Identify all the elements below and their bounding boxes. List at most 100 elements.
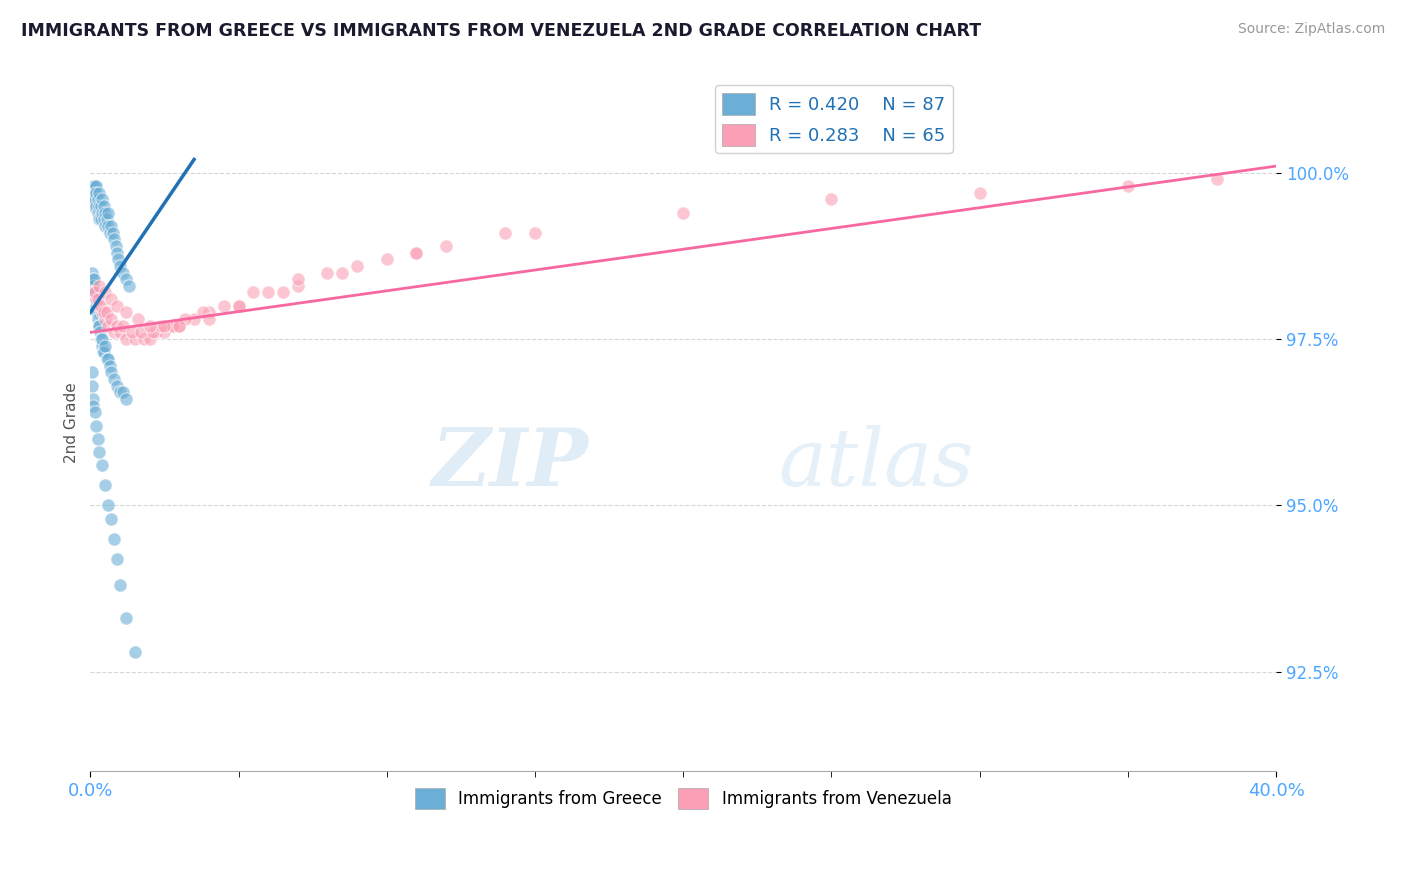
Point bbox=[145, 326, 167, 340]
Point bbox=[89, 318, 111, 333]
Point bbox=[89, 326, 111, 340]
Point bbox=[89, 299, 111, 313]
Point bbox=[198, 312, 221, 326]
Point bbox=[96, 351, 118, 366]
Point bbox=[118, 278, 141, 293]
Point bbox=[90, 212, 112, 227]
Point bbox=[97, 318, 120, 333]
Point bbox=[91, 332, 114, 346]
Point bbox=[98, 359, 121, 373]
Point bbox=[115, 272, 138, 286]
Point bbox=[84, 292, 107, 306]
Text: atlas: atlas bbox=[778, 425, 973, 503]
Point bbox=[82, 272, 104, 286]
Point bbox=[83, 285, 105, 300]
Point bbox=[83, 192, 105, 206]
Point bbox=[91, 205, 114, 219]
Point bbox=[97, 499, 120, 513]
Point bbox=[83, 186, 105, 200]
Point bbox=[93, 345, 115, 359]
Point bbox=[90, 299, 112, 313]
Point bbox=[82, 285, 104, 300]
Point bbox=[89, 199, 111, 213]
Point bbox=[150, 318, 173, 333]
Point bbox=[82, 392, 104, 406]
Point bbox=[84, 199, 107, 213]
Point bbox=[89, 212, 111, 227]
Point bbox=[183, 312, 205, 326]
Point bbox=[103, 532, 125, 546]
Point bbox=[107, 252, 129, 267]
Point bbox=[174, 312, 197, 326]
Point bbox=[100, 365, 122, 379]
Point bbox=[524, 226, 547, 240]
Point bbox=[103, 372, 125, 386]
Point bbox=[115, 611, 138, 625]
Point bbox=[330, 266, 353, 280]
Point bbox=[103, 232, 125, 246]
Legend: Immigrants from Greece, Immigrants from Venezuela: Immigrants from Greece, Immigrants from … bbox=[408, 781, 959, 815]
Point bbox=[87, 312, 110, 326]
Point bbox=[100, 312, 122, 326]
Point bbox=[153, 326, 176, 340]
Point bbox=[83, 272, 105, 286]
Point bbox=[83, 179, 105, 194]
Point bbox=[87, 318, 110, 333]
Point bbox=[103, 326, 125, 340]
Point bbox=[80, 179, 103, 194]
Point bbox=[91, 345, 114, 359]
Point bbox=[82, 179, 104, 194]
Point bbox=[121, 326, 143, 340]
Point bbox=[100, 292, 122, 306]
Point bbox=[115, 332, 138, 346]
Point bbox=[105, 378, 128, 392]
Point bbox=[1205, 172, 1227, 186]
Point bbox=[82, 399, 104, 413]
Text: IMMIGRANTS FROM GREECE VS IMMIGRANTS FROM VENEZUELA 2ND GRADE CORRELATION CHART: IMMIGRANTS FROM GREECE VS IMMIGRANTS FRO… bbox=[21, 22, 981, 40]
Point bbox=[104, 239, 127, 253]
Point bbox=[89, 445, 111, 459]
Point bbox=[228, 299, 250, 313]
Point bbox=[111, 318, 134, 333]
Point bbox=[98, 226, 121, 240]
Point bbox=[124, 645, 146, 659]
Point bbox=[97, 219, 120, 233]
Point bbox=[316, 266, 339, 280]
Point bbox=[108, 385, 131, 400]
Point bbox=[405, 245, 427, 260]
Point bbox=[129, 326, 152, 340]
Point bbox=[105, 318, 128, 333]
Point bbox=[80, 266, 103, 280]
Point bbox=[91, 192, 114, 206]
Point bbox=[115, 392, 138, 406]
Point bbox=[84, 292, 107, 306]
Point bbox=[375, 252, 398, 267]
Point bbox=[94, 219, 117, 233]
Point bbox=[228, 299, 250, 313]
Point bbox=[346, 259, 368, 273]
Point bbox=[108, 259, 131, 273]
Point bbox=[434, 239, 457, 253]
Point bbox=[82, 278, 104, 293]
Point bbox=[167, 318, 190, 333]
Point bbox=[105, 245, 128, 260]
Point bbox=[198, 305, 221, 319]
Point bbox=[287, 278, 309, 293]
Point bbox=[127, 312, 149, 326]
Point bbox=[212, 299, 235, 313]
Point bbox=[87, 192, 110, 206]
Point bbox=[115, 305, 138, 319]
Point bbox=[80, 378, 103, 392]
Text: ZIP: ZIP bbox=[432, 425, 588, 503]
Point bbox=[94, 339, 117, 353]
Point bbox=[93, 212, 115, 227]
Point bbox=[82, 186, 104, 200]
Point bbox=[167, 318, 190, 333]
Point bbox=[191, 305, 214, 319]
Point bbox=[86, 305, 108, 319]
Point bbox=[108, 578, 131, 592]
Point bbox=[108, 326, 131, 340]
Point bbox=[80, 278, 103, 293]
Point bbox=[83, 405, 105, 419]
Point bbox=[105, 299, 128, 313]
